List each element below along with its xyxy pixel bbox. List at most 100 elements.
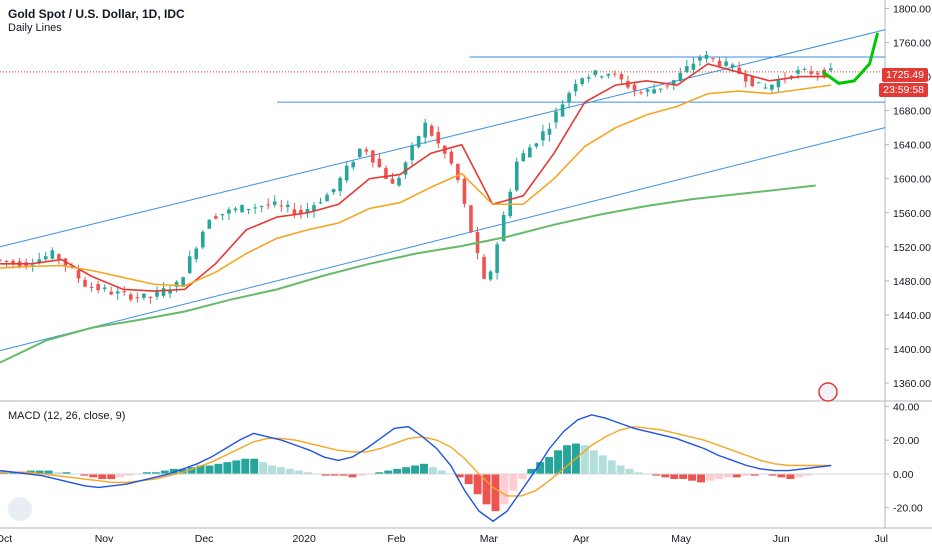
macd-histogram-bar	[107, 473, 116, 480]
macd-histogram-bar	[652, 473, 661, 476]
candle-body	[227, 209, 231, 214]
macd-histogram-bar	[151, 472, 160, 474]
candle-body	[541, 131, 545, 141]
candle-body	[514, 161, 519, 191]
candle-body	[639, 92, 643, 94]
macd-histogram-bar	[473, 473, 482, 495]
macd-histogram-bar	[214, 463, 223, 474]
candle-body	[528, 147, 532, 158]
candle-body	[423, 122, 427, 138]
candle-body	[102, 287, 107, 289]
candle-body	[469, 205, 473, 233]
macd-histogram-bar	[125, 473, 134, 476]
candle-body	[397, 177, 401, 186]
candle-body	[567, 93, 571, 102]
candle-body	[0, 259, 2, 261]
candle-body	[488, 271, 493, 280]
candle-body	[122, 291, 127, 293]
time-tick-label: 2020	[292, 533, 316, 545]
candle-body	[554, 111, 558, 123]
price-tick-label: 1520.00	[893, 242, 931, 254]
macd-histogram-bar	[518, 473, 527, 480]
macd-histogram-bar	[142, 472, 151, 474]
candle-body	[724, 61, 728, 66]
candle-body	[619, 74, 624, 80]
macd-histogram-bar	[750, 473, 759, 476]
macd-tick-label: -20.00	[893, 503, 923, 515]
candle-body	[266, 204, 270, 206]
macd-histogram-bar	[509, 473, 518, 491]
price-tick-label: 1680.00	[893, 106, 931, 118]
candle-body	[187, 256, 192, 274]
macd-histogram-bar	[321, 473, 330, 476]
macd-histogram-bar	[80, 473, 89, 476]
candle-body	[377, 158, 382, 168]
macd-histogram-bar	[303, 472, 312, 474]
candle-body	[534, 143, 539, 147]
macd-histogram-bar	[795, 473, 804, 478]
candle-body	[501, 214, 506, 242]
macd-histogram-bar	[786, 473, 795, 480]
candle-body	[43, 256, 48, 260]
time-tick-label: Jun	[773, 533, 790, 545]
macd-histogram-bar	[357, 473, 366, 476]
candle-body	[57, 254, 61, 259]
candle-body	[560, 104, 565, 117]
price-tick-label: 1400.00	[893, 344, 931, 356]
candle-body	[89, 287, 94, 289]
macd-histogram-bar	[777, 473, 786, 478]
macd-tick-label: 40.00	[893, 401, 919, 413]
candle-body	[200, 231, 205, 248]
time-tick-label: Dec	[195, 533, 214, 545]
price-tick-label: 1800.00	[893, 4, 931, 16]
macd-histogram-bar	[536, 462, 545, 474]
candle-body	[815, 73, 820, 75]
macd-tick-label: 20.00	[893, 435, 919, 447]
candle-body	[691, 63, 696, 70]
price-tick-label: 1560.00	[893, 208, 931, 220]
macd-histogram-bar	[706, 473, 714, 481]
candle-body	[83, 279, 87, 287]
channel-lower-line	[0, 127, 886, 352]
price-badge: 1725.49	[882, 68, 928, 82]
candle-body	[449, 151, 454, 164]
candle-body	[789, 76, 794, 78]
ema-fast-line	[0, 62, 832, 292]
candle-body	[547, 128, 552, 135]
candle-body	[371, 150, 375, 163]
candle-body	[214, 216, 218, 219]
macd-histogram-bar	[625, 468, 634, 474]
macd-histogram-bar	[375, 472, 384, 474]
candle-body	[142, 293, 146, 298]
candle-body	[390, 178, 395, 184]
candle-body	[305, 208, 310, 213]
candle-body	[76, 270, 81, 279]
macd-histogram-bar	[437, 470, 446, 474]
macd-histogram-bar	[53, 472, 62, 474]
macd-histogram-bar	[768, 473, 777, 476]
macd-line	[0, 414, 832, 523]
macd-histogram-bar	[187, 467, 196, 474]
candle-body	[357, 148, 362, 157]
macd-histogram-bar	[714, 473, 723, 480]
candle-body	[482, 256, 486, 279]
candle-body	[207, 220, 212, 229]
macd-histogram-bar	[8, 472, 17, 474]
candle-body	[809, 71, 813, 75]
candle-body	[96, 283, 100, 291]
macd-histogram-bar	[500, 473, 509, 505]
candle-body	[756, 82, 761, 84]
indicator-label: Daily Lines	[8, 22, 62, 34]
macd-histogram-bar	[464, 473, 473, 485]
candle-body	[685, 66, 689, 72]
macd-histogram-bar	[241, 458, 250, 474]
macd-histogram-bar	[348, 473, 357, 478]
macd-tick-label: 0.00	[893, 469, 914, 481]
tradingview-logo-icon[interactable]	[8, 497, 32, 521]
candle-body	[606, 73, 611, 76]
macd-histogram-bar	[178, 468, 187, 474]
macd-histogram-bar	[804, 473, 813, 476]
candle-body	[717, 60, 722, 67]
candle-body	[665, 85, 670, 87]
